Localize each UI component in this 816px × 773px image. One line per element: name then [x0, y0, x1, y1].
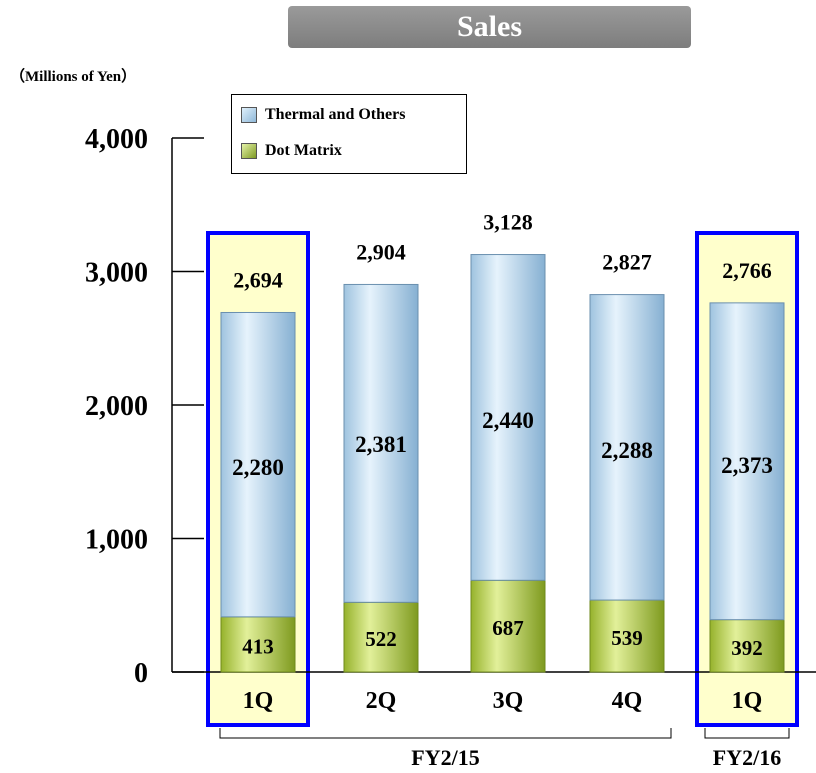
legend-swatch-thermal — [241, 107, 257, 123]
legend-item-thermal: Thermal and Others — [241, 106, 405, 124]
group-label-1: FY2/16 — [713, 745, 781, 770]
legend-swatch-dot-matrix — [241, 143, 257, 159]
x-tick-label-2: 3Q — [493, 688, 524, 714]
data-label-thermal-2: 2,440 — [482, 408, 534, 433]
legend-label-dot-matrix: Dot Matrix — [265, 142, 342, 159]
data-label-thermal-3: 2,288 — [601, 438, 653, 463]
legend: Thermal and Others Dot Matrix — [231, 94, 467, 174]
bar-thermal-2 — [470, 254, 546, 581]
bar-dot-matrix-1 — [343, 601, 419, 673]
bar-thermal-1 — [343, 283, 419, 603]
data-label-dot-matrix-1: 522 — [365, 627, 397, 651]
data-label-total-3: 2,827 — [602, 250, 652, 275]
unit-label: （Millions of Yen） — [10, 69, 137, 85]
group-bracket-1 — [704, 728, 790, 739]
bar-thermal-0 — [220, 311, 296, 618]
chart-title: Sales — [288, 6, 691, 48]
x-tick-label-0: 1Q — [243, 688, 274, 714]
data-label-total-1: 2,904 — [356, 239, 406, 264]
y-tick-label: 4,000 — [85, 124, 148, 155]
y-tick-label: 1,000 — [85, 525, 148, 556]
group-label-0: FY2/15 — [411, 745, 479, 770]
bar-thermal-3 — [589, 294, 665, 601]
data-label-dot-matrix-0: 413 — [242, 634, 274, 658]
bar-dot-matrix-2 — [470, 579, 546, 673]
data-label-dot-matrix-3: 539 — [611, 626, 643, 650]
legend-item-dot-matrix: Dot Matrix — [241, 142, 342, 160]
data-label-total-0: 2,694 — [233, 267, 283, 292]
data-label-dot-matrix-4: 392 — [731, 636, 763, 660]
legend-label-thermal: Thermal and Others — [265, 106, 406, 123]
y-tick-label: 3,000 — [85, 258, 148, 289]
x-tick-label-4: 1Q — [732, 688, 763, 714]
data-label-thermal-4: 2,373 — [721, 453, 773, 478]
bar-dot-matrix-3 — [589, 599, 665, 673]
x-tick-label-1: 2Q — [366, 688, 397, 714]
y-tick-label: 0 — [134, 658, 148, 689]
data-label-thermal-0: 2,280 — [232, 455, 284, 480]
bar-dot-matrix-4 — [709, 619, 785, 673]
data-label-dot-matrix-2: 687 — [492, 616, 524, 640]
data-label-total-2: 3,128 — [483, 210, 533, 235]
data-label-total-4: 2,766 — [722, 258, 772, 283]
group-bracket-0 — [219, 728, 672, 739]
y-tick-label: 2,000 — [85, 391, 148, 422]
bar-thermal-4 — [709, 302, 785, 621]
data-label-thermal-1: 2,381 — [355, 432, 407, 457]
x-tick-label-3: 4Q — [612, 688, 643, 714]
